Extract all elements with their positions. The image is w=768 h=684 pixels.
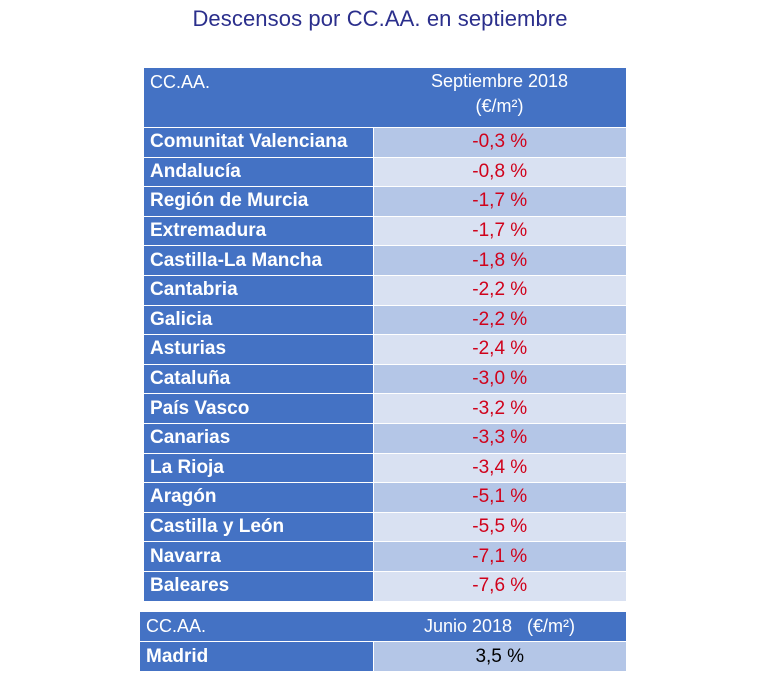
region-value: -7,6 %: [373, 570, 626, 601]
header-ccaa: CC.AA.: [140, 612, 373, 642]
table-row: Canarias -3,3 %: [144, 422, 626, 454]
region-name: Cantabria: [144, 274, 374, 306]
table-row: País Vasco -3,2 %: [144, 393, 626, 424]
table-row: Cataluña -3,0 %: [144, 363, 626, 394]
region-value: -3,4 %: [373, 452, 626, 483]
header-unit-label: (€/m²): [475, 96, 524, 116]
table-row: La Rioja -3,4 %: [144, 452, 626, 483]
table-row: Región de Murcia -1,7 %: [144, 186, 626, 217]
table-row: Navarra -7,1 %: [144, 541, 626, 572]
region-value: -1,8 %: [373, 245, 626, 276]
region-name: Cataluña: [144, 363, 374, 394]
header-septiembre: Septiembre 2018 (€/m²): [373, 68, 626, 128]
region-value: -7,1 %: [373, 541, 626, 572]
header-junio: Junio 2018 (€/m²): [373, 612, 626, 642]
table-header-row: CC.AA. Junio 2018 (€/m²): [140, 612, 626, 642]
region-value: -0,3 %: [373, 127, 626, 158]
region-name: Galicia: [144, 304, 374, 335]
region-name: Baleares: [144, 570, 374, 601]
table-row: Castilla y León -5,5 %: [144, 511, 626, 542]
region-value: -2,2 %: [373, 304, 626, 335]
region-name: Comunitat Valenciana: [144, 127, 374, 158]
region-value: -1,7 %: [373, 215, 626, 246]
table-row: Aragón -5,1 %: [144, 482, 626, 513]
region-name: País Vasco: [144, 393, 374, 424]
region-value: -3,2 %: [373, 393, 626, 424]
region-name: Asturias: [144, 334, 374, 365]
header-septiembre-label: Septiembre 2018: [430, 71, 569, 91]
region-name: Región de Murcia: [144, 186, 374, 217]
region-name: Navarra: [144, 541, 374, 572]
region-value: -2,2 %: [373, 274, 626, 306]
descensos-table: CC.AA. Septiembre 2018 (€/m²) Comunitat …: [144, 68, 626, 601]
region-value: -5,1 %: [373, 482, 626, 513]
table-row: Extremadura -1,7 %: [144, 215, 626, 246]
region-name: Andalucía: [144, 156, 374, 187]
region-value: -1,7 %: [373, 186, 626, 217]
region-value: -2,4 %: [373, 334, 626, 365]
table-row: Baleares -7,6 %: [144, 570, 626, 601]
region-name: Canarias: [144, 422, 374, 454]
region-name: Madrid: [140, 641, 374, 671]
madrid-table: CC.AA. Junio 2018 (€/m²) Madrid 3,5 %: [140, 612, 626, 671]
region-value: -5,5 %: [373, 511, 626, 542]
header-ccaa: CC.AA.: [144, 68, 373, 128]
region-name: Extremadura: [144, 215, 374, 246]
table-header-row: CC.AA. Septiembre 2018 (€/m²): [144, 68, 626, 128]
region-value: 3,5 %: [373, 641, 626, 671]
table-row: Castilla-La Mancha -1,8 %: [144, 245, 626, 276]
region-value: -0,8 %: [373, 156, 626, 187]
table-row: Cantabria -2,2 %: [144, 274, 626, 306]
region-value: -3,0 %: [373, 363, 626, 394]
region-name: Castilla y León: [144, 511, 374, 542]
table-row: Galicia -2,2 %: [144, 304, 626, 335]
table-row: Comunitat Valenciana -0,3 %: [144, 127, 626, 158]
table-row: Andalucía -0,8 %: [144, 156, 626, 187]
table-row: Madrid 3,5 %: [140, 641, 626, 671]
region-name: Aragón: [144, 482, 374, 513]
table-row: Asturias -2,4 %: [144, 334, 626, 365]
region-value: -3,3 %: [373, 422, 626, 454]
region-name: La Rioja: [144, 452, 374, 483]
region-name: Castilla-La Mancha: [144, 245, 374, 276]
page-title: Descensos por CC.AA. en septiembre: [192, 6, 568, 31]
